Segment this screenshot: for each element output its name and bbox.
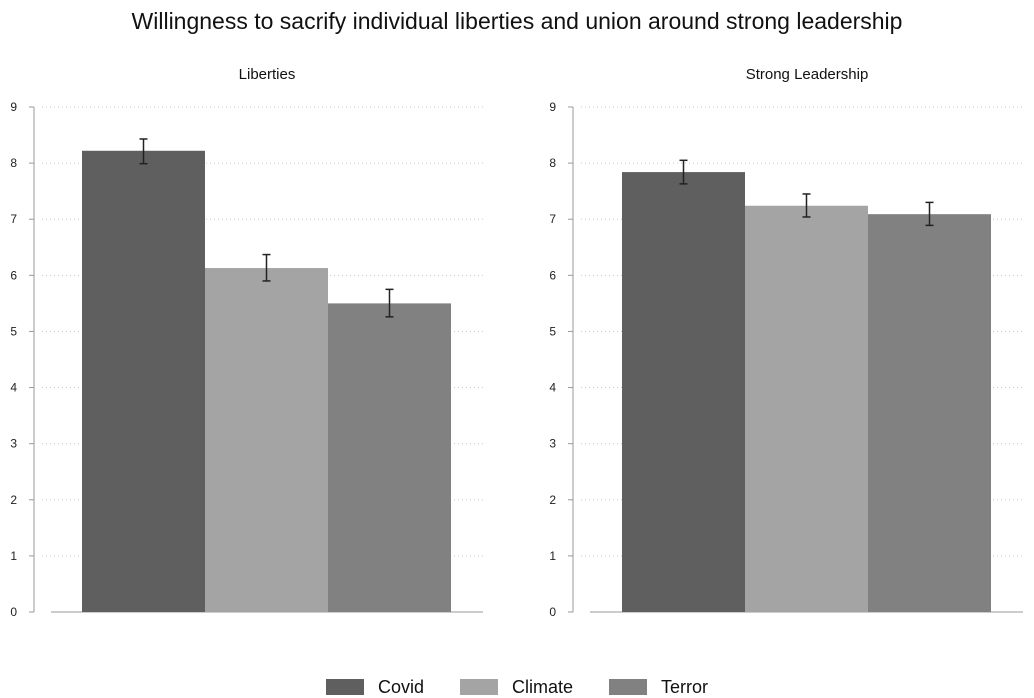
y-tick-label-liberties: 6: [10, 268, 17, 282]
panel-title-strong-leadership: Strong Leadership: [746, 66, 869, 83]
y-tick-label-liberties: 9: [10, 100, 17, 114]
y-tick-label-liberties: 4: [10, 381, 17, 395]
y-tick-label-strong-leadership: 7: [549, 212, 556, 226]
legend-item-climate: Climate: [460, 677, 573, 698]
y-tick-label-strong-leadership: 8: [549, 156, 556, 170]
legend-label-covid: Covid: [377, 676, 424, 697]
bar-strong-leadership-covid: [622, 172, 745, 613]
bar-liberties-terror: [328, 303, 451, 612]
legend-swatch-climate: [460, 679, 498, 695]
bar-strong-leadership-terror: [868, 214, 991, 612]
chart-title: Willingness to sacrify individual libert…: [131, 8, 903, 34]
y-tick-label-strong-leadership: 9: [549, 100, 556, 114]
legend-label-terror: Terror: [661, 676, 709, 697]
y-tick-label-strong-leadership: 2: [549, 493, 556, 507]
legend-item-terror: Terror: [609, 677, 708, 698]
y-tick-label-liberties: 7: [10, 212, 17, 226]
legend-swatch-covid: [325, 679, 364, 695]
y-tick-label-strong-leadership: 5: [549, 324, 556, 338]
y-tick-label-liberties: 8: [10, 156, 17, 170]
y-tick-label-liberties: 1: [10, 549, 17, 563]
bar-liberties-climate: [205, 268, 328, 612]
legend: Covid Climate Terror: [0, 676, 1034, 698]
y-tick-label-strong-leadership: 1: [549, 549, 556, 563]
bar-liberties-covid: [82, 150, 205, 612]
bar-strong-leadership-climate: [745, 205, 868, 612]
y-tick-label-strong-leadership: 3: [549, 437, 556, 451]
y-tick-label-liberties: 2: [10, 493, 17, 507]
y-tick-label-liberties: 3: [10, 437, 17, 451]
y-tick-label-strong-leadership: 4: [549, 381, 556, 395]
legend-item-covid: Covid: [325, 676, 424, 698]
panel-title-liberties: Liberties: [239, 66, 296, 83]
legend-swatch-terror: [609, 679, 648, 695]
y-tick-label-strong-leadership: 0: [549, 605, 556, 619]
legend-label-climate: Climate: [512, 676, 574, 697]
y-tick-label-strong-leadership: 6: [549, 268, 556, 282]
y-tick-label-liberties: 5: [10, 324, 17, 338]
y-tick-label-liberties: 0: [10, 605, 17, 619]
